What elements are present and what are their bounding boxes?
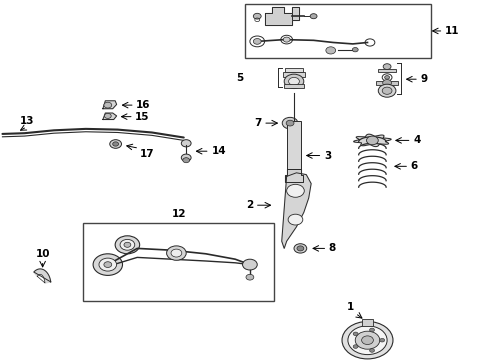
Circle shape (378, 84, 396, 97)
Circle shape (124, 242, 131, 247)
Text: 7: 7 (254, 118, 262, 128)
Text: 2: 2 (246, 200, 253, 210)
Text: 6: 6 (411, 161, 418, 171)
Text: 3: 3 (324, 150, 332, 161)
Text: 9: 9 (420, 74, 428, 84)
Polygon shape (282, 173, 311, 248)
Circle shape (352, 48, 358, 52)
Text: 17: 17 (140, 149, 155, 159)
Circle shape (183, 158, 190, 163)
Bar (245, 4, 431, 58)
Text: 13: 13 (20, 116, 34, 126)
Bar (362, 319, 373, 326)
Bar (376, 81, 398, 85)
Circle shape (243, 259, 257, 270)
Circle shape (246, 274, 254, 280)
Circle shape (367, 136, 378, 145)
Circle shape (362, 336, 373, 345)
Circle shape (382, 87, 392, 94)
Text: 10: 10 (35, 249, 50, 259)
Circle shape (383, 80, 392, 86)
Circle shape (289, 77, 299, 85)
Circle shape (286, 120, 294, 126)
Circle shape (383, 64, 391, 69)
Circle shape (115, 236, 140, 254)
Bar (283, 72, 305, 77)
Text: 15: 15 (135, 112, 150, 122)
Circle shape (326, 47, 336, 54)
Text: 16: 16 (136, 100, 151, 110)
Circle shape (297, 246, 304, 251)
Circle shape (353, 345, 358, 348)
Polygon shape (103, 113, 117, 120)
Bar (285, 68, 303, 72)
Text: 14: 14 (212, 146, 226, 156)
Circle shape (348, 326, 387, 355)
Circle shape (93, 254, 122, 275)
Circle shape (385, 76, 390, 79)
Circle shape (310, 14, 317, 19)
Bar (378, 69, 396, 72)
Circle shape (355, 331, 380, 349)
Text: 4: 4 (413, 135, 420, 145)
Text: 8: 8 (329, 243, 336, 253)
Text: 1: 1 (346, 302, 354, 312)
Circle shape (284, 74, 304, 89)
Circle shape (171, 249, 182, 257)
Text: 5: 5 (236, 73, 244, 83)
Circle shape (342, 321, 393, 359)
Circle shape (283, 37, 290, 42)
Circle shape (113, 142, 119, 146)
Circle shape (181, 154, 191, 161)
Circle shape (353, 332, 358, 336)
Polygon shape (34, 269, 51, 283)
Bar (287, 121, 301, 169)
Polygon shape (265, 7, 299, 25)
Circle shape (167, 246, 186, 260)
Bar (284, 84, 304, 88)
Circle shape (288, 214, 303, 225)
Circle shape (104, 102, 112, 108)
Circle shape (110, 140, 122, 148)
Circle shape (287, 184, 304, 197)
Polygon shape (354, 134, 391, 147)
Circle shape (253, 13, 261, 19)
Polygon shape (103, 101, 117, 109)
Polygon shape (285, 169, 303, 182)
Circle shape (380, 338, 385, 342)
Circle shape (120, 239, 135, 250)
Circle shape (104, 113, 111, 118)
Circle shape (253, 39, 261, 44)
Circle shape (369, 328, 374, 332)
Circle shape (369, 349, 374, 352)
Circle shape (181, 140, 191, 147)
Text: 11: 11 (445, 26, 460, 36)
Bar (83, 223, 274, 301)
Text: 12: 12 (172, 209, 186, 219)
Circle shape (104, 262, 112, 267)
Circle shape (282, 117, 298, 129)
Circle shape (99, 258, 117, 271)
Circle shape (294, 244, 307, 253)
